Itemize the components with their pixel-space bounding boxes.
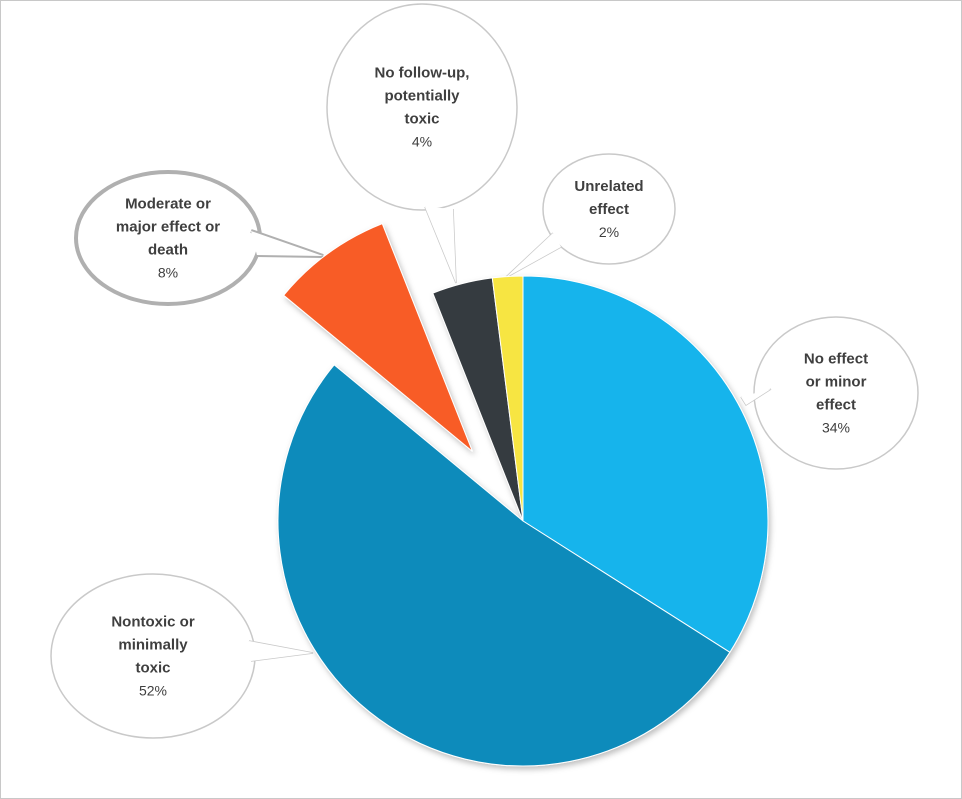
callout-label: or minor [806, 374, 867, 391]
callout-value: 2% [599, 224, 619, 240]
callout-bubble [74, 170, 262, 306]
callout-bubble [753, 316, 919, 470]
callout-label: No follow-up, [375, 65, 470, 82]
callout-bubble [50, 573, 256, 739]
callout-label: No effect [804, 351, 868, 368]
callout-label: minimally [118, 637, 188, 654]
callout-bubble [326, 3, 518, 211]
callout-label: potentially [384, 88, 460, 105]
callout-label: effect [589, 201, 629, 218]
callout-no-follow-up-potentially-toxic: No follow-up, potentially toxic 4% [326, 3, 518, 284]
callout-value: 8% [158, 265, 178, 281]
callout-value: 52% [139, 683, 167, 699]
callout-label: effect [816, 397, 856, 414]
callout-label: major effect or [116, 219, 220, 236]
callout-label: toxic [404, 111, 439, 128]
callout-label: toxic [135, 660, 170, 677]
callout-nontoxic-or-minimally-toxic: Nontoxic or minimally toxic 52% [50, 573, 314, 739]
callout-moderate-or-major-effect-or-death: Moderate or major effect or death 8% [74, 170, 324, 306]
callout-label: Moderate or [125, 196, 211, 213]
callout-label: Nontoxic or [111, 614, 194, 631]
pie-slice-nontoxic-or-minimally-toxic [277, 364, 731, 767]
callout-bubble [542, 153, 676, 265]
callout-value: 4% [412, 134, 432, 150]
pie-slice-no-effect-or-minor-effect [522, 275, 769, 653]
callout-value: 34% [822, 420, 850, 436]
callout-label: Unrelated [574, 178, 643, 195]
callout-no-effect-or-minor-effect: No effect or minor effect 34% [740, 316, 919, 470]
callout-label: death [148, 242, 188, 259]
pie-slice-unrelated-effect [491, 275, 524, 522]
callout-unrelated-effect: Unrelated effect 2% [504, 153, 676, 279]
pie-slice-moderate-or-major-effect-or-death [282, 222, 473, 452]
